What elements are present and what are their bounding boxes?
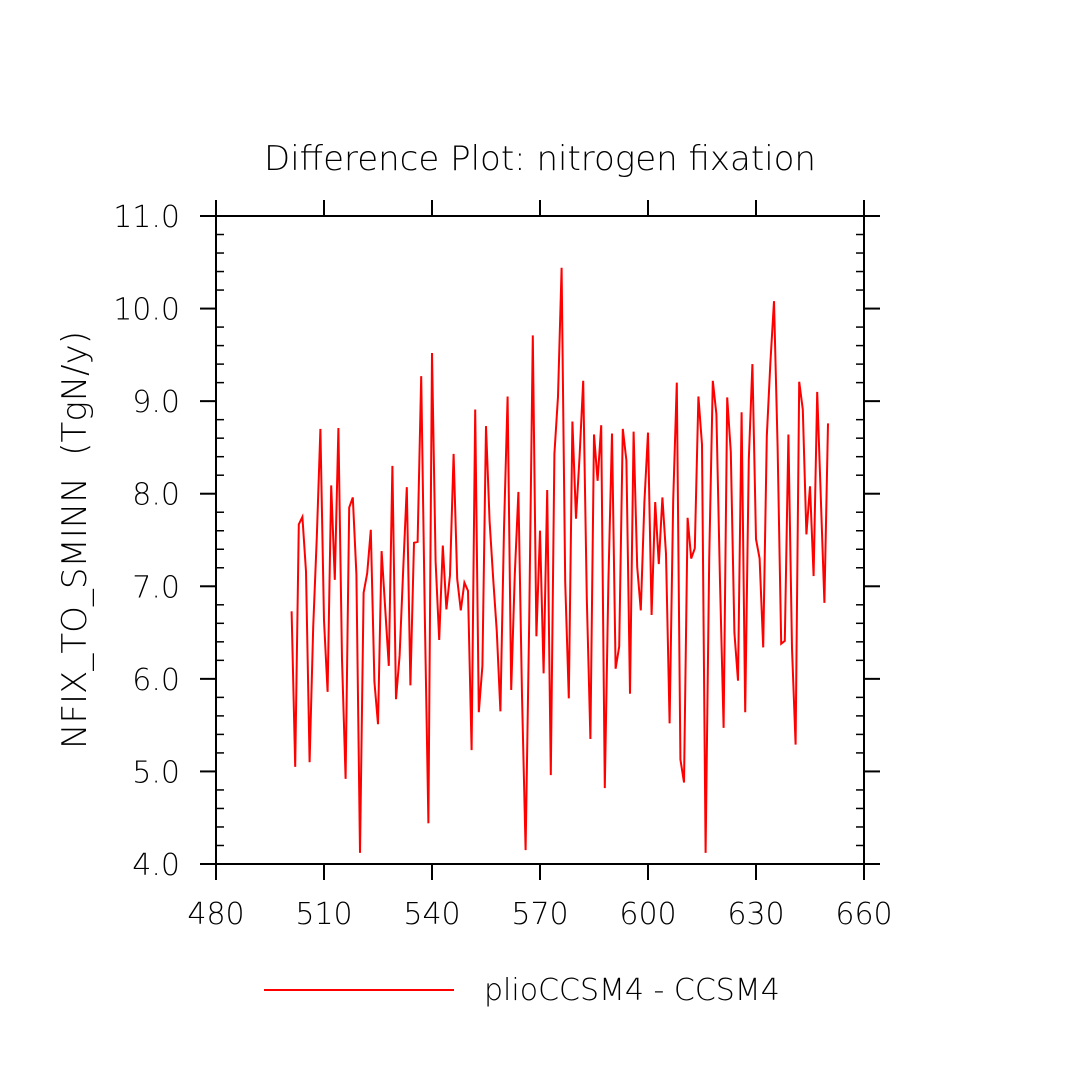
x-tick-labels: 480 510 540 570 600 630 660	[187, 897, 892, 932]
y-tick-label: 8.0	[132, 478, 180, 513]
x-tick-label: 660	[835, 897, 892, 932]
series-line-0	[290, 267, 829, 853]
y-tick-labels: 4.0 5.0 6.0 7.0 8.0 9.0 10.0 11.0	[113, 200, 180, 883]
y-axis-label: NFIX_TO_SMINN (TgN/y)	[55, 331, 95, 749]
y-tick-label: 4.0	[132, 848, 180, 883]
chart-title: Difference Plot: nitrogen fixation	[264, 139, 816, 179]
legend: plioCCSM4 - CCSM4	[264, 973, 780, 1008]
x-tick-label: 570	[511, 897, 568, 932]
x-tick-label: 600	[619, 897, 676, 932]
x-tick-label: 510	[295, 897, 352, 932]
series-group	[290, 267, 829, 853]
y-tick-label: 5.0	[132, 755, 180, 790]
y-tick-label: 9.0	[132, 385, 180, 420]
plot-area: 480 510 540 570 600 630 660 4.0 5.0 6.0 7.0 8.0 9.0…	[113, 200, 893, 932]
axis-ticks	[200, 200, 880, 880]
x-tick-label: 540	[403, 897, 460, 932]
x-tick-label: 630	[727, 897, 784, 932]
legend-label: plioCCSM4 - CCSM4	[484, 973, 780, 1008]
y-tick-label: 6.0	[132, 663, 180, 698]
y-tick-label: 7.0	[132, 570, 180, 605]
y-tick-label: 11.0	[113, 200, 180, 235]
y-tick-label: 10.0	[113, 293, 180, 328]
x-tick-label: 480	[187, 897, 244, 932]
